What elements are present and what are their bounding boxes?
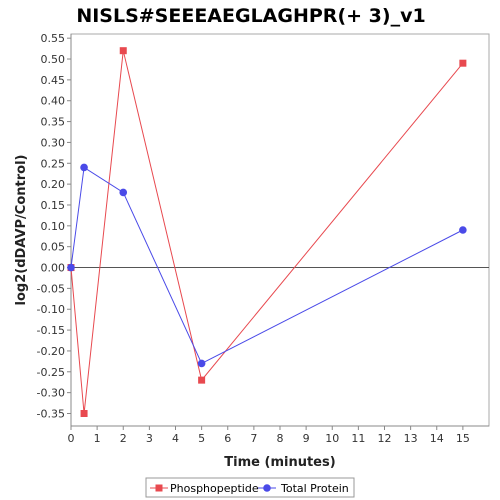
x-tick-label: 7 xyxy=(250,432,257,445)
y-tick-label: 0.30 xyxy=(41,136,66,149)
y-tick-label: 0.20 xyxy=(41,178,66,191)
y-tick-label: 0.50 xyxy=(41,53,66,66)
x-tick-label: 10 xyxy=(325,432,339,445)
y-tick-label: 0.10 xyxy=(41,220,66,233)
x-tick-label: 0 xyxy=(68,432,75,445)
phosphopeptide-point xyxy=(459,59,467,67)
x-tick-label: 12 xyxy=(378,432,392,445)
legend-box xyxy=(145,477,355,498)
legend-phospho-marker xyxy=(155,484,163,492)
y-tick-label: -0.25 xyxy=(37,366,65,379)
y-tick-label: 0.35 xyxy=(41,116,66,129)
y-ticks: 0.55 0.50 0.45 0.40 0.35 0.30 0.25 0.20 0.15 0.10… xyxy=(37,32,71,420)
legend-total-marker xyxy=(263,484,271,492)
y-tick-label: -0.05 xyxy=(37,282,65,295)
series-layer xyxy=(67,47,467,417)
chart-title: NISLS#SEEEAEGLAGHPR(+ 3)_v1 xyxy=(76,5,425,27)
legend-phospho-label: Phosphopeptide xyxy=(170,482,259,495)
y-tick-label: -0.15 xyxy=(37,324,65,337)
y-tick-label: 0.15 xyxy=(41,199,66,212)
x-tick-label: 13 xyxy=(404,432,418,445)
x-tick-label: 6 xyxy=(224,432,231,445)
y-tick-label: 0.05 xyxy=(41,241,66,254)
total-protein-point xyxy=(80,163,88,172)
y-tick-label: 0.45 xyxy=(41,74,66,87)
y-axis-label: log2(dDAVP/Control) xyxy=(14,155,29,306)
x-tick-label: 2 xyxy=(120,432,127,445)
legend-total-label: Total Protein xyxy=(280,482,349,495)
y-tick-label: 0.40 xyxy=(41,95,66,108)
y-tick-label: 0.00 xyxy=(41,262,66,275)
y-tick-label: 0.55 xyxy=(41,32,66,45)
y-tick-label: -0.20 xyxy=(37,345,65,358)
x-tick-label: 11 xyxy=(351,432,365,445)
y-tick-label: -0.35 xyxy=(37,407,65,420)
legend: Phosphopeptide Total Protein xyxy=(145,477,355,498)
total-protein-point xyxy=(119,188,128,197)
x-tick-label: 3 xyxy=(146,432,153,445)
x-tick-label: 14 xyxy=(430,432,444,445)
x-tick-label: 8 xyxy=(277,432,284,445)
total-protein-point xyxy=(67,263,75,272)
x-axis-label: Time (minutes) xyxy=(224,455,335,470)
phosphopeptide-point xyxy=(198,376,206,384)
phosphopeptide-point xyxy=(119,47,127,55)
total-protein-point xyxy=(459,226,467,234)
y-tick-label: -0.10 xyxy=(37,303,65,316)
phosphopeptide-point xyxy=(80,409,88,417)
x-ticks: 0 1 2 3 4 5 6 7 8 9 10 11 12 13 14 15 xyxy=(68,426,470,445)
total-protein-point xyxy=(197,359,206,368)
y-tick-label: -0.30 xyxy=(37,387,65,400)
x-tick-label: 15 xyxy=(456,432,470,445)
x-tick-label: 4 xyxy=(172,432,179,445)
x-tick-label: 1 xyxy=(94,432,101,445)
y-tick-label: 0.25 xyxy=(41,157,66,170)
x-tick-label: 5 xyxy=(198,432,205,445)
x-tick-label: 9 xyxy=(303,432,310,445)
